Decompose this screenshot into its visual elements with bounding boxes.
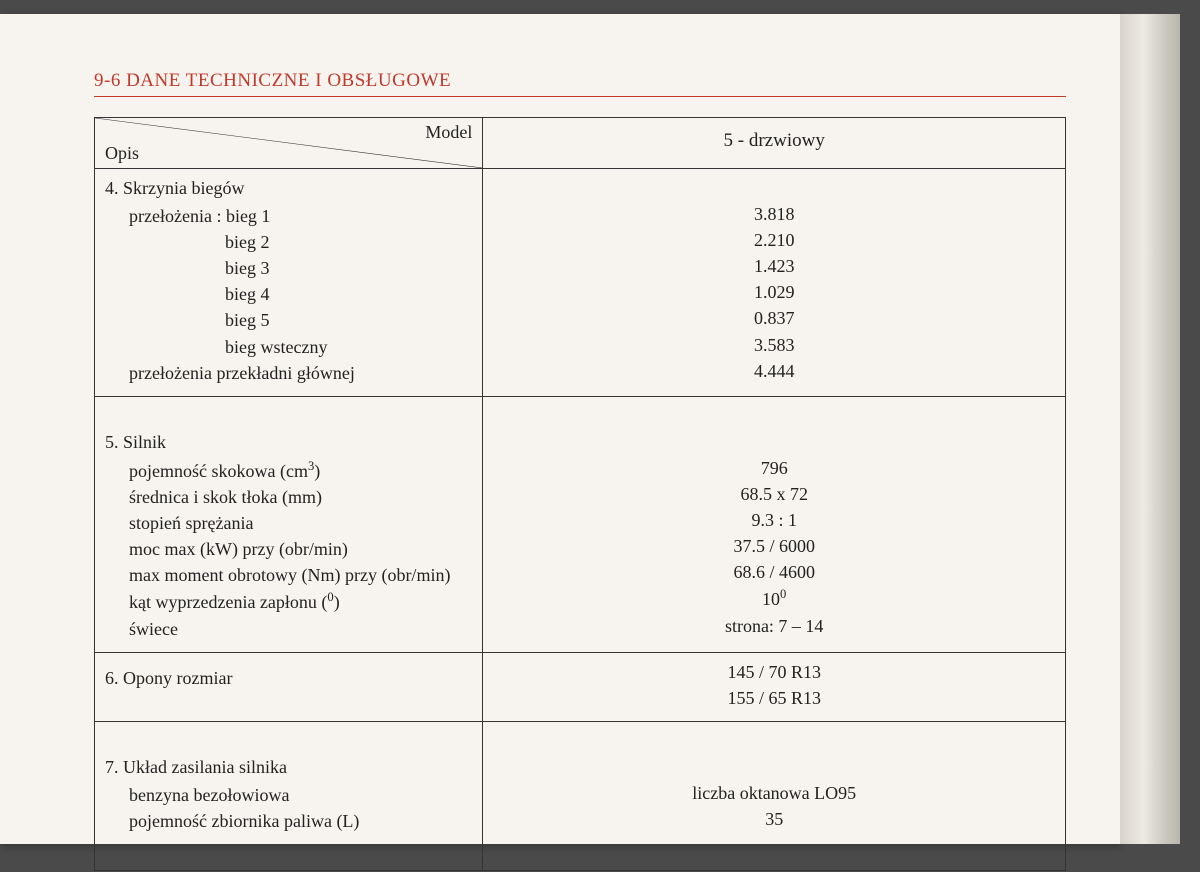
gear2-label: bieg 2 bbox=[105, 229, 472, 255]
compression-label: stopień sprężania bbox=[105, 510, 472, 536]
power-value: 37.5 / 6000 bbox=[493, 533, 1055, 559]
gear5-label: bieg 5 bbox=[105, 307, 472, 333]
row-gearbox: 4. Skrzynia biegów przełożenia : bieg 1 … bbox=[95, 169, 1066, 397]
final-drive-label: przełożenia przekładni głównej bbox=[105, 360, 472, 386]
row-fuel-system: 7. Układ zasilania silnika benzyna bezoł… bbox=[95, 721, 1066, 870]
gearbox-val-cell: 3.818 2.210 1.423 1.029 0.837 3.583 4.44… bbox=[483, 169, 1066, 397]
gear-reverse-value: 3.583 bbox=[493, 332, 1055, 358]
page-content: 9-6 DANE TECHNICZNE I OBSŁUGOWE Model Op… bbox=[0, 14, 1120, 871]
fuel-type-value: liczba oktanowa LO95 bbox=[493, 780, 1055, 806]
tire2-value: 155 / 65 R13 bbox=[493, 685, 1055, 711]
tires-desc-cell: 6. Opony rozmiar bbox=[95, 652, 483, 721]
engine-title: 5. Silnik bbox=[105, 429, 472, 455]
fuel-title: 7. Układ zasilania silnika bbox=[105, 754, 472, 780]
fuel-val-cell: liczba oktanowa LO95 35 bbox=[483, 721, 1066, 870]
header-row-label: Opis bbox=[105, 143, 139, 164]
displacement-label: pojemność skokowa (cm3) bbox=[105, 457, 472, 484]
gear5-value: 0.837 bbox=[493, 305, 1055, 331]
power-label: moc max (kW) przy (obr/min) bbox=[105, 536, 472, 562]
gear2-value: 2.210 bbox=[493, 227, 1055, 253]
gear3-label: bieg 3 bbox=[105, 255, 472, 281]
gear-reverse-label: bieg wsteczny bbox=[105, 334, 472, 360]
table-header-row: Model Opis 5 - drzwiowy bbox=[95, 118, 1066, 169]
row-engine: 5. Silnik pojemność skokowa (cm3) średni… bbox=[95, 396, 1066, 652]
tire1-value: 145 / 70 R13 bbox=[493, 659, 1055, 685]
gear4-label: bieg 4 bbox=[105, 281, 472, 307]
engine-val-cell: 796 68.5 x 72 9.3 : 1 37.5 / 6000 68.6 /… bbox=[483, 396, 1066, 652]
header-model-value: 5 - drzwiowy bbox=[483, 118, 1066, 169]
page-title: 9-6 DANE TECHNICZNE I OBSŁUGOWE bbox=[94, 70, 1066, 97]
spec-table: Model Opis 5 - drzwiowy 4. Skrzynia bieg… bbox=[94, 117, 1066, 871]
bore-stroke-value: 68.5 x 72 bbox=[493, 481, 1055, 507]
torque-value: 68.6 / 4600 bbox=[493, 559, 1055, 585]
tires-title: 6. Opony rozmiar bbox=[105, 665, 472, 691]
page-binding-edge bbox=[1120, 14, 1180, 844]
fuel-desc-cell: 7. Układ zasilania silnika benzyna bezoł… bbox=[95, 721, 483, 870]
displacement-value: 796 bbox=[493, 455, 1055, 481]
gear4-value: 1.029 bbox=[493, 279, 1055, 305]
sparkplugs-value: strona: 7 – 14 bbox=[493, 613, 1055, 639]
header-col-label: Model bbox=[425, 122, 472, 143]
ignition-label: kąt wyprzedzenia zapłonu (0) bbox=[105, 588, 472, 615]
gearbox-title: 4. Skrzynia biegów bbox=[105, 175, 472, 201]
ignition-value: 100 bbox=[493, 585, 1055, 612]
tank-capacity-value: 35 bbox=[493, 806, 1055, 832]
row-tires: 6. Opony rozmiar 145 / 70 R13 155 / 65 R… bbox=[95, 652, 1066, 721]
document-page: 9-6 DANE TECHNICZNE I OBSŁUGOWE Model Op… bbox=[0, 14, 1120, 844]
gearbox-desc-cell: 4. Skrzynia biegów przełożenia : bieg 1 … bbox=[95, 169, 483, 397]
gear1-label: przełożenia : bieg 1 bbox=[105, 203, 472, 229]
final-drive-value: 4.444 bbox=[493, 358, 1055, 384]
bore-stroke-label: średnica i skok tłoka (mm) bbox=[105, 484, 472, 510]
gear1-value: 3.818 bbox=[493, 201, 1055, 227]
tires-val-cell: 145 / 70 R13 155 / 65 R13 bbox=[483, 652, 1066, 721]
gear3-value: 1.423 bbox=[493, 253, 1055, 279]
sparkplugs-label: świece bbox=[105, 616, 472, 642]
diagonal-line bbox=[95, 118, 482, 168]
header-diagonal-cell: Model Opis bbox=[95, 118, 483, 169]
torque-label: max moment obrotowy (Nm) przy (obr/min) bbox=[105, 562, 472, 588]
engine-desc-cell: 5. Silnik pojemność skokowa (cm3) średni… bbox=[95, 396, 483, 652]
compression-value: 9.3 : 1 bbox=[493, 507, 1055, 533]
fuel-type-label: benzyna bezołowiowa bbox=[105, 782, 472, 808]
tank-capacity-label: pojemność zbiornika paliwa (L) bbox=[105, 808, 472, 834]
